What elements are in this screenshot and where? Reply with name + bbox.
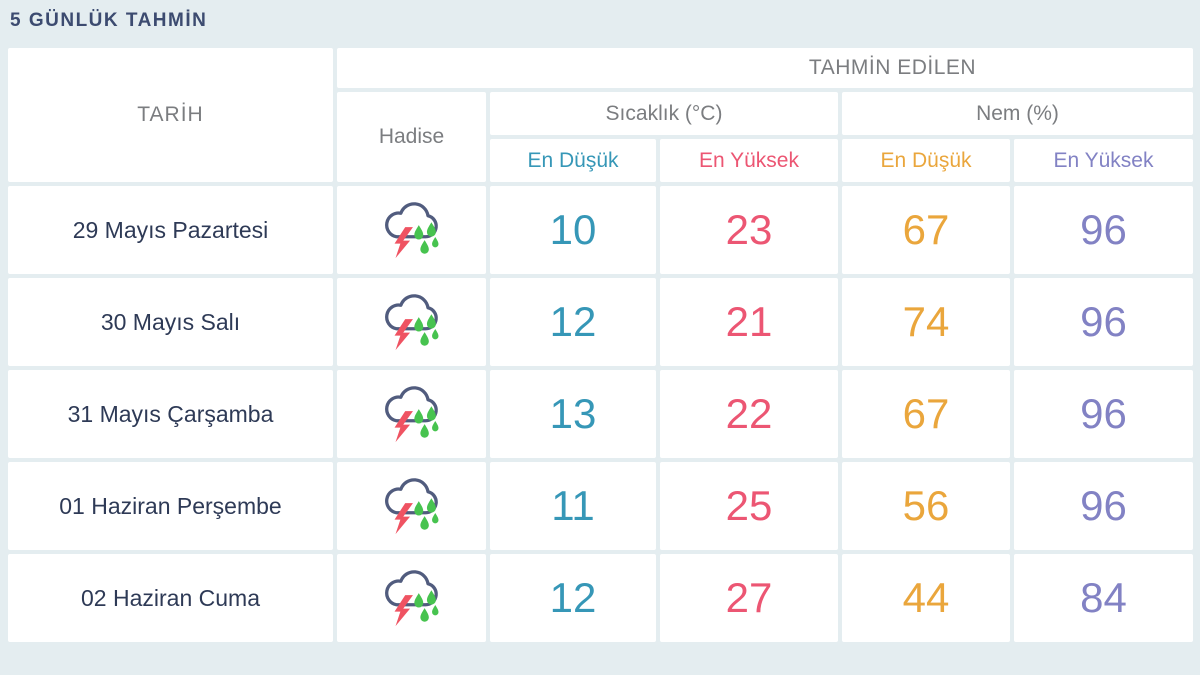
temp-max-cell: 25 (660, 462, 838, 550)
temp-max-cell: 22 (660, 370, 838, 458)
column-header-predicted: TAHMİN EDİLEN (337, 48, 1193, 88)
weather-forecast-page: 5 GÜNLÜK TAHMİN TARİH TAHMİN EDİLEN Hadi… (8, 10, 1193, 642)
humidity-min-cell: 56 (842, 462, 1010, 550)
temp-min-cell: 12 (490, 278, 656, 366)
temp-min-cell: 13 (490, 370, 656, 458)
humidity-max-cell: 96 (1014, 186, 1193, 274)
thunderstorm-rain-icon (375, 382, 449, 446)
weather-icon-cell (337, 462, 486, 550)
forecast-date-cell: 01 Haziran Perşembe (8, 462, 333, 550)
weather-icon-cell (337, 370, 486, 458)
column-header-temperature: Sıcaklık (°C) (490, 92, 838, 135)
humidity-min-cell: 44 (842, 554, 1010, 642)
weather-icon-cell (337, 554, 486, 642)
humidity-min-cell: 67 (842, 186, 1010, 274)
humidity-min-cell: 67 (842, 370, 1010, 458)
thunderstorm-rain-icon (375, 290, 449, 354)
temp-max-cell: 27 (660, 554, 838, 642)
humidity-max-cell: 96 (1014, 370, 1193, 458)
column-header-humidity-min: En Düşük (842, 139, 1010, 182)
forecast-table: TARİH TAHMİN EDİLEN Hadise Sıcaklık (°C)… (8, 48, 1193, 642)
humidity-min-cell: 74 (842, 278, 1010, 366)
column-header-date: TARİH (8, 48, 333, 182)
column-header-event: Hadise (337, 92, 486, 182)
temp-min-cell: 11 (490, 462, 656, 550)
thunderstorm-rain-icon (375, 198, 449, 262)
forecast-date-cell: 30 Mayıs Salı (8, 278, 333, 366)
temp-max-cell: 23 (660, 186, 838, 274)
temp-min-cell: 12 (490, 554, 656, 642)
humidity-max-cell: 84 (1014, 554, 1193, 642)
forecast-date-cell: 31 Mayıs Çarşamba (8, 370, 333, 458)
forecast-date-cell: 02 Haziran Cuma (8, 554, 333, 642)
column-header-temp-min: En Düşük (490, 139, 656, 182)
column-header-humidity-max: En Yüksek (1014, 139, 1193, 182)
page-title: 5 GÜNLÜK TAHMİN (10, 10, 208, 31)
weather-icon-cell (337, 278, 486, 366)
temp-min-cell: 10 (490, 186, 656, 274)
column-header-humidity: Nem (%) (842, 92, 1193, 135)
temp-max-cell: 21 (660, 278, 838, 366)
column-header-temp-max: En Yüksek (660, 139, 838, 182)
humidity-max-cell: 96 (1014, 278, 1193, 366)
forecast-date-cell: 29 Mayıs Pazartesi (8, 186, 333, 274)
humidity-max-cell: 96 (1014, 462, 1193, 550)
thunderstorm-rain-icon (375, 474, 449, 538)
weather-icon-cell (337, 186, 486, 274)
thunderstorm-rain-icon (375, 566, 449, 630)
